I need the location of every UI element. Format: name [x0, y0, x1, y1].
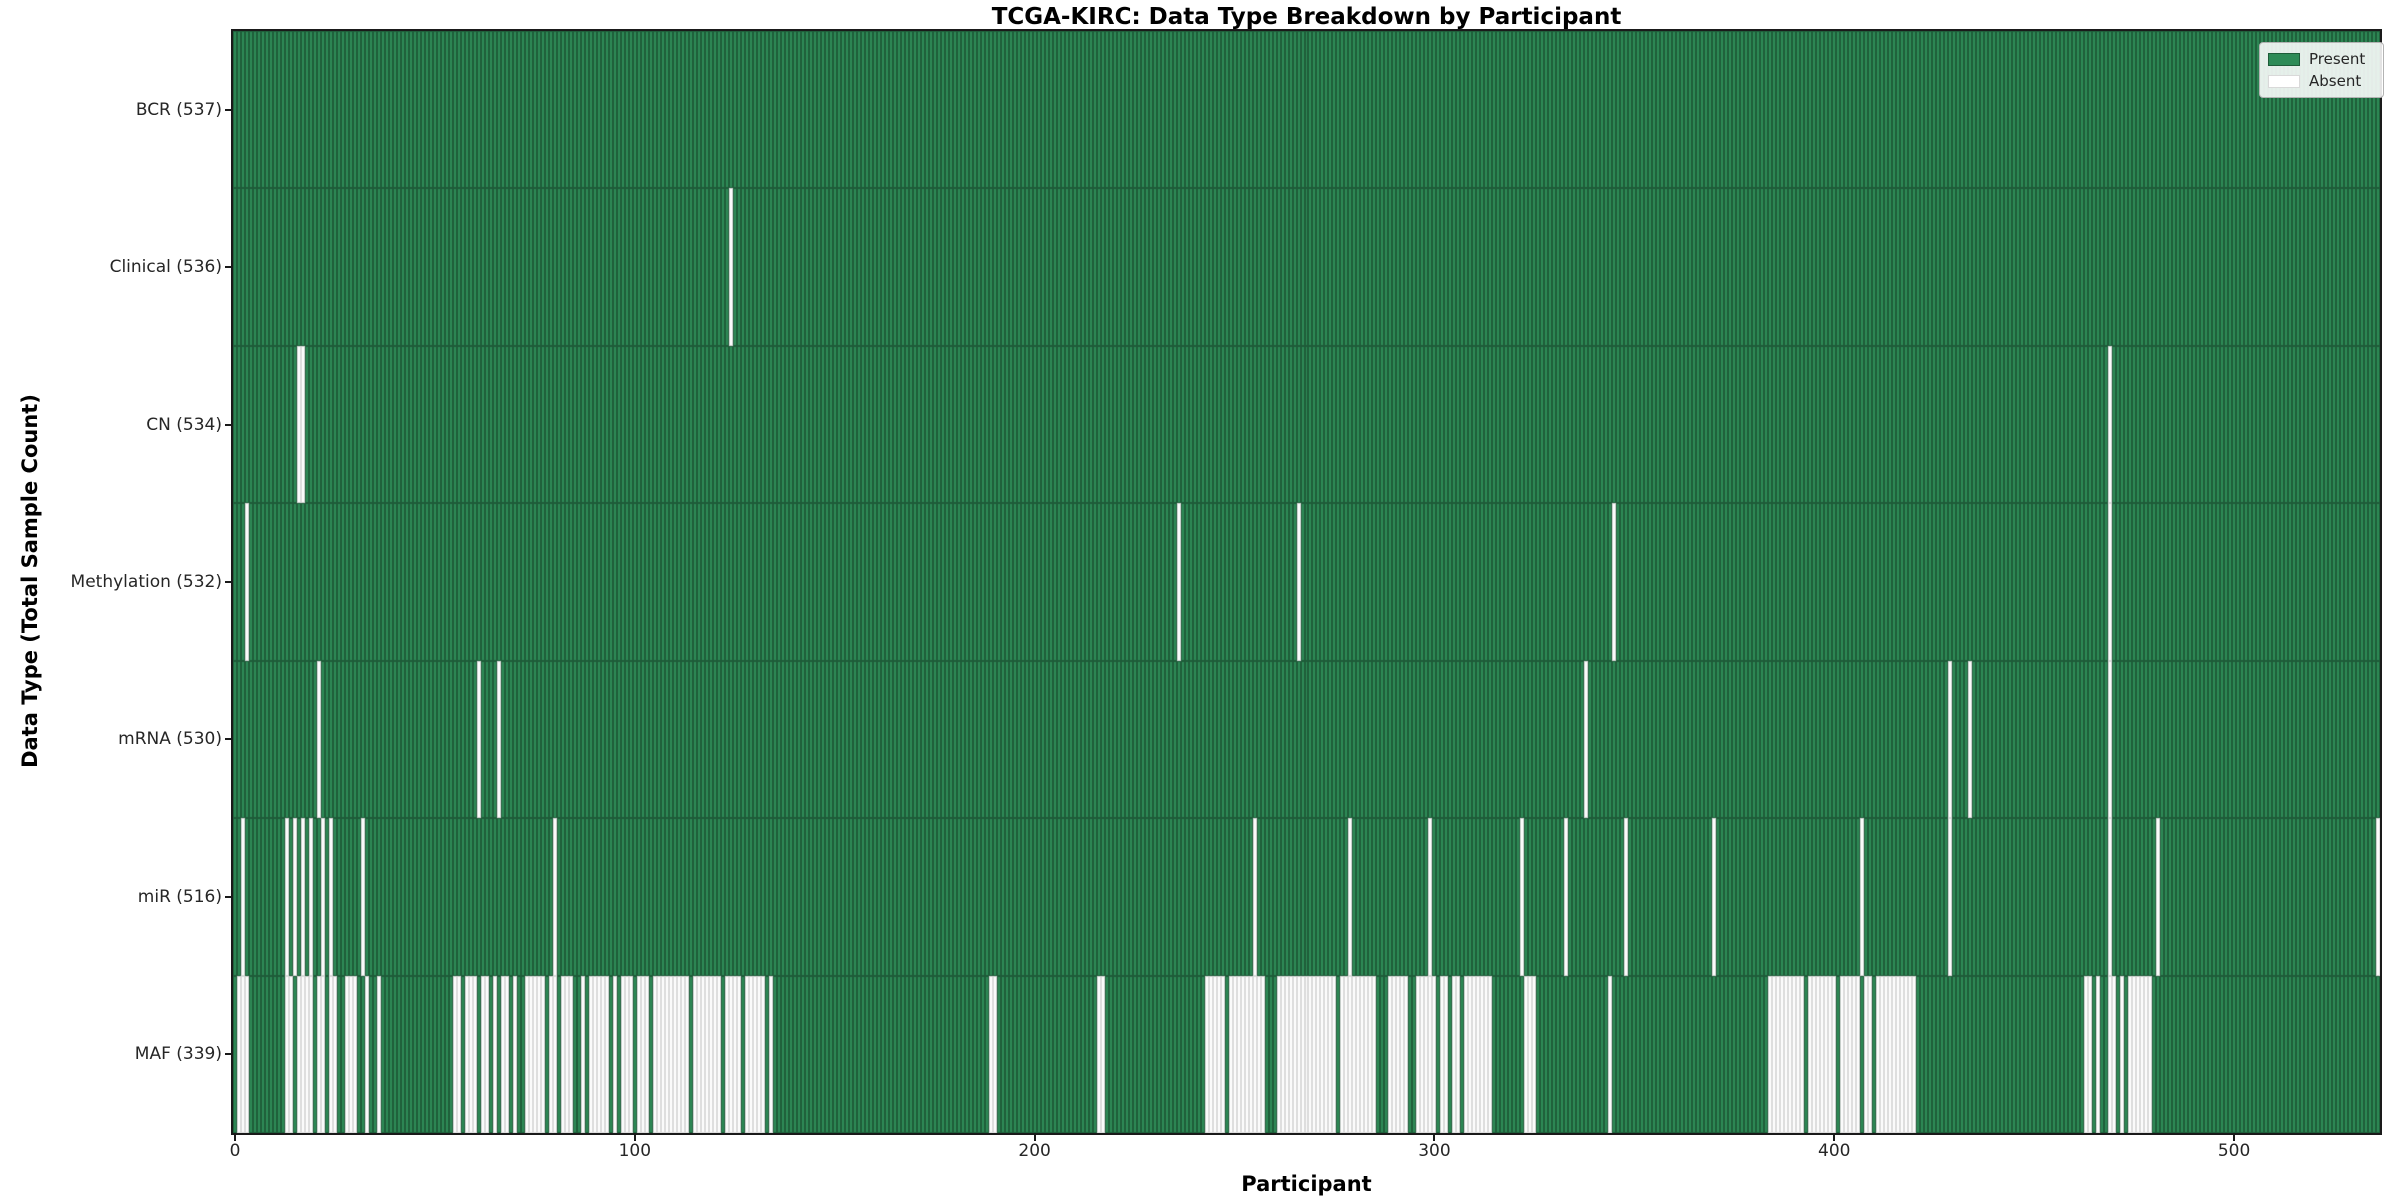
y-tick-label-methylation: Methylation (532): [70, 572, 222, 592]
y-tick-mark: [225, 581, 233, 583]
legend-item-absent: Absent: [2268, 70, 2375, 92]
x-tick-label-100: 100: [618, 1141, 652, 1161]
presence-bars-canvas: [233, 31, 2380, 1133]
x-axis-title: Participant: [1241, 1172, 1372, 1196]
x-tick-label-200: 200: [1018, 1141, 1051, 1161]
y-tick-label-bcr: BCR (537): [135, 99, 222, 120]
y-tick-label-mrna: mRNA (530): [118, 729, 222, 750]
y-tick-mark: [225, 423, 233, 426]
legend-label-present: Present: [2309, 49, 2366, 68]
legend-label-absent: Absent: [2309, 71, 2362, 90]
y-tick-label-maf: MAF (339): [134, 1044, 222, 1065]
y-tick-label-cn: CN (534): [146, 414, 222, 435]
legend: Present Absent: [2259, 42, 2384, 98]
y-tick-mark: [225, 266, 233, 269]
x-tick-mark: [2233, 1133, 2236, 1141]
x-tick-label-400: 400: [1818, 1141, 1851, 1161]
legend-swatch-present: [2268, 52, 2300, 66]
y-tick-mark: [225, 108, 233, 111]
x-tick-mark: [1033, 1133, 1036, 1141]
y-tick-mark: [225, 895, 233, 898]
legend-swatch-absent: [2268, 74, 2300, 88]
y-tick-label-mir: miR (516): [137, 886, 222, 907]
y-tick-mark: [225, 1053, 233, 1056]
y-tick-mark: [225, 738, 233, 741]
x-tick-mark: [233, 1133, 236, 1141]
x-tick-label-0: 0: [229, 1141, 241, 1161]
plot-area: [231, 29, 2382, 1135]
chart-title: TCGA-KIRC: Data Type Breakdown by Partic…: [991, 4, 1622, 30]
x-tick-label-500: 500: [2217, 1141, 2251, 1161]
x-tick-label-300: 300: [1418, 1141, 1451, 1161]
x-tick-mark: [1833, 1133, 1836, 1141]
x-tick-mark: [1433, 1133, 1436, 1141]
legend-item-present: Present: [2268, 48, 2375, 70]
x-tick-mark: [633, 1133, 636, 1141]
y-tick-label-clinical: Clinical (536): [109, 257, 222, 278]
